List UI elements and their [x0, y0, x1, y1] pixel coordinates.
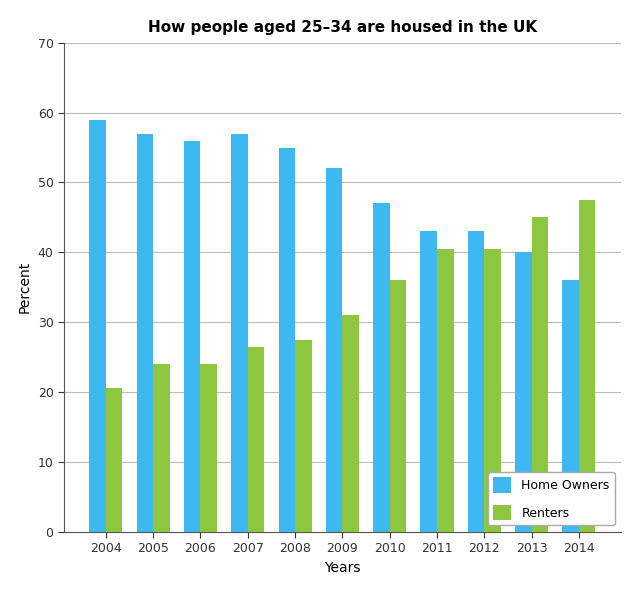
- Bar: [579, 200, 595, 532]
- X-axis label: Years: Years: [324, 560, 361, 574]
- Bar: [515, 252, 532, 532]
- Bar: [295, 340, 312, 532]
- Bar: [90, 120, 106, 532]
- Legend: Home Owners, Renters: Home Owners, Renters: [488, 472, 614, 525]
- Bar: [184, 141, 200, 532]
- Bar: [200, 364, 217, 532]
- Bar: [563, 280, 579, 532]
- Title: How people aged 25–34 are housed in the UK: How people aged 25–34 are housed in the …: [148, 20, 537, 35]
- Y-axis label: Percent: Percent: [18, 261, 32, 313]
- Bar: [326, 169, 342, 532]
- Bar: [373, 203, 390, 532]
- Bar: [390, 280, 406, 532]
- Bar: [231, 134, 248, 532]
- Bar: [278, 147, 295, 532]
- Bar: [484, 249, 501, 532]
- Bar: [248, 346, 264, 532]
- Bar: [106, 389, 122, 532]
- Bar: [532, 218, 548, 532]
- Bar: [468, 232, 484, 532]
- Bar: [437, 249, 454, 532]
- Bar: [342, 315, 359, 532]
- Bar: [153, 364, 170, 532]
- Bar: [420, 232, 437, 532]
- Bar: [136, 134, 153, 532]
